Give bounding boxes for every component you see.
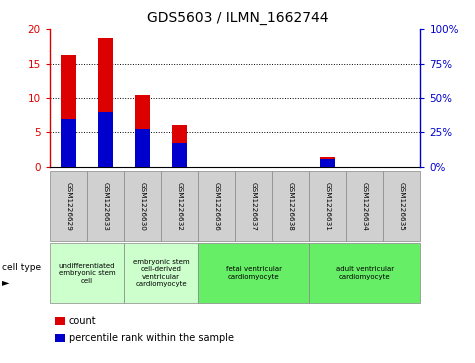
Text: ►: ► <box>2 277 10 287</box>
Text: fetal ventricular
cardiomyocyte: fetal ventricular cardiomyocyte <box>226 266 282 280</box>
Bar <box>61 54 76 167</box>
Bar <box>135 129 150 167</box>
Text: adult ventricular
cardiomyocyte: adult ventricular cardiomyocyte <box>336 266 394 280</box>
Text: count: count <box>69 316 96 326</box>
Text: GSM1226633: GSM1226633 <box>103 182 108 231</box>
Bar <box>172 125 187 167</box>
Text: GSM1226634: GSM1226634 <box>362 182 368 231</box>
Text: GSM1226630: GSM1226630 <box>140 182 145 231</box>
Text: undifferentiated
embryonic stem
cell: undifferentiated embryonic stem cell <box>58 263 115 284</box>
Text: GDS5603 / ILMN_1662744: GDS5603 / ILMN_1662744 <box>147 11 328 25</box>
Text: GSM1226638: GSM1226638 <box>288 182 294 231</box>
Bar <box>320 159 335 167</box>
Text: GSM1226635: GSM1226635 <box>399 182 405 231</box>
Bar <box>98 113 113 167</box>
Text: GSM1226629: GSM1226629 <box>66 182 71 231</box>
Bar <box>172 143 187 167</box>
Text: GSM1226636: GSM1226636 <box>214 182 219 231</box>
Text: embryonic stem
cell-derived
ventricular
cardiomyocyte: embryonic stem cell-derived ventricular … <box>133 259 190 287</box>
Bar <box>98 38 113 167</box>
Text: GSM1226632: GSM1226632 <box>177 182 182 231</box>
Text: percentile rank within the sample: percentile rank within the sample <box>69 333 234 343</box>
Text: GSM1226631: GSM1226631 <box>325 182 331 231</box>
Bar <box>135 94 150 167</box>
Text: GSM1226637: GSM1226637 <box>251 182 256 231</box>
Text: cell type: cell type <box>2 263 41 272</box>
Bar <box>320 156 335 167</box>
Bar <box>61 119 76 167</box>
